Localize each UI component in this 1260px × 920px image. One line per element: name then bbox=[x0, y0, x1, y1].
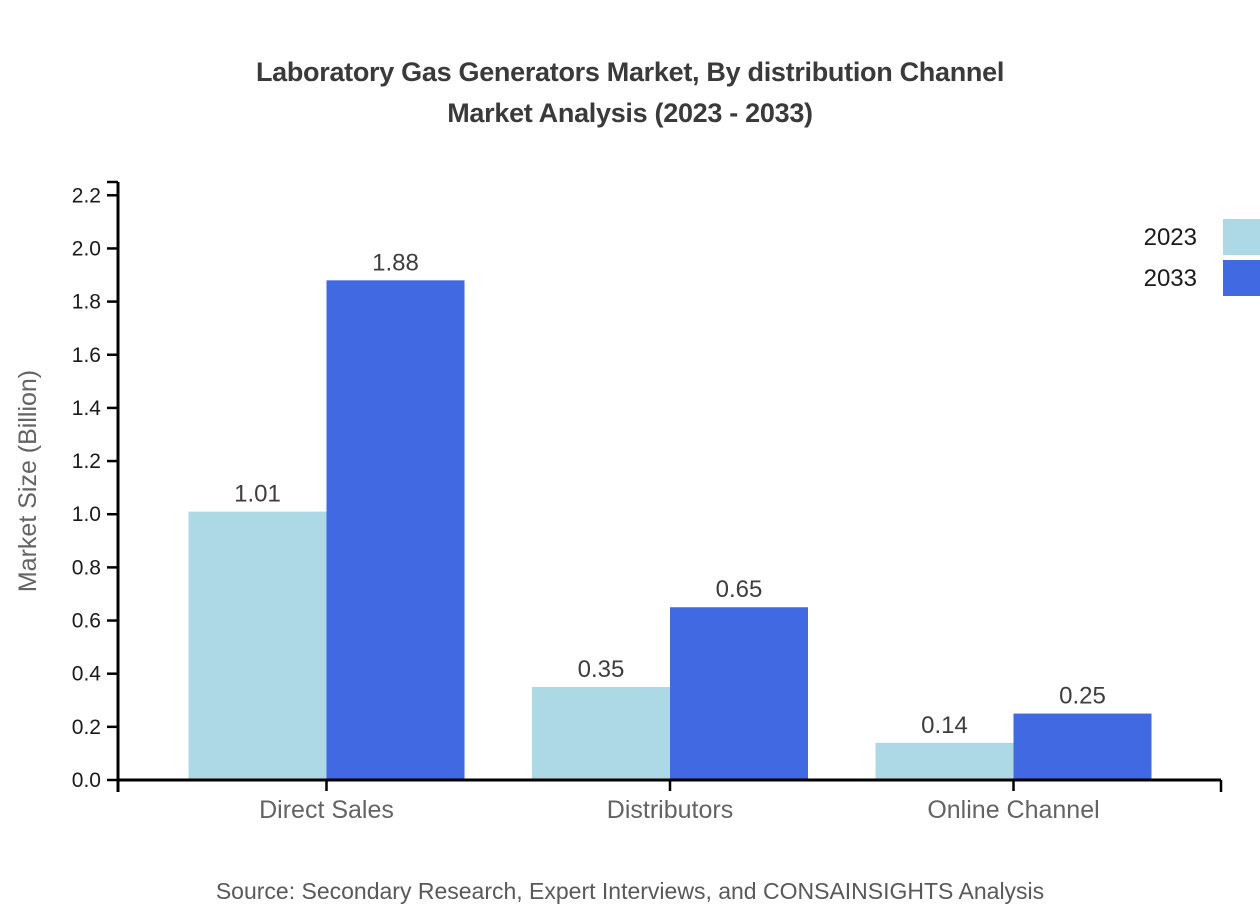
y-tick-label-0-0: 0.0 bbox=[72, 769, 101, 792]
y-tick-label-0-4: 0.4 bbox=[72, 663, 102, 686]
y-tick-label-2-0: 2.0 bbox=[72, 237, 101, 260]
bar-2033-direct-sales bbox=[326, 280, 465, 780]
legend-label-2023: 2023 bbox=[1144, 224, 1197, 251]
category-label-distributors: Distributors bbox=[607, 796, 733, 824]
y-tick-label-0-8: 0.8 bbox=[72, 556, 101, 579]
legend-swatch-2023 bbox=[1223, 219, 1260, 255]
y-tick-label-1-8: 1.8 bbox=[72, 291, 101, 314]
y-tick-label-0-2: 0.2 bbox=[72, 716, 101, 739]
bar-2023-online-channel bbox=[875, 742, 1014, 780]
value-label-2033-distributors: 0.65 bbox=[716, 576, 763, 603]
bar-2023-distributors bbox=[532, 686, 670, 780]
bar-2033-online-channel bbox=[1013, 713, 1152, 780]
legend-label-2033: 2033 bbox=[1144, 265, 1197, 292]
value-label-2033-direct-sales: 1.88 bbox=[372, 249, 419, 276]
legend-swatch-2033 bbox=[1223, 260, 1260, 296]
y-tick-label-1-4: 1.4 bbox=[72, 397, 102, 420]
chart-title: Laboratory Gas Generators Market, By dis… bbox=[0, 52, 1260, 134]
y-axis-label: Market Size (Billion) bbox=[14, 370, 42, 592]
y-tick-label-1-0: 1.0 bbox=[72, 503, 101, 526]
chart-title-line1: Laboratory Gas Generators Market, By dis… bbox=[255, 57, 1005, 87]
source-note: Source: Secondary Research, Expert Inter… bbox=[215, 878, 1045, 904]
y-tick-label-1-6: 1.6 bbox=[72, 344, 101, 367]
value-label-2023-online-channel: 0.14 bbox=[921, 712, 968, 739]
value-label-2023-distributors: 0.35 bbox=[578, 656, 625, 683]
y-tick-label-1-2: 1.2 bbox=[72, 450, 101, 473]
bar-2033-distributors bbox=[670, 607, 808, 780]
bar-2023-direct-sales bbox=[188, 511, 327, 780]
y-tick-label-0-6: 0.6 bbox=[72, 610, 101, 633]
value-label-2033-online-channel: 0.25 bbox=[1059, 683, 1106, 710]
category-label-direct-sales: Direct Sales bbox=[259, 796, 394, 824]
y-tick-label-2-2: 2.2 bbox=[72, 184, 101, 207]
category-label-online-channel: Online Channel bbox=[927, 796, 1099, 824]
chart-title-line2: Market Analysis (2023 - 2033) bbox=[447, 98, 813, 128]
value-label-2023-direct-sales: 1.01 bbox=[234, 481, 281, 508]
